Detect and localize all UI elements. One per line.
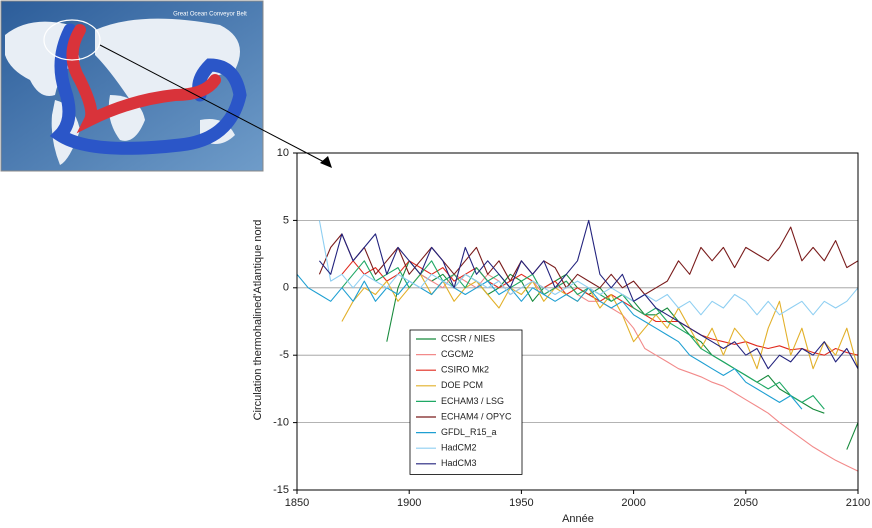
y-tick-label: 0: [283, 282, 289, 294]
legend: CCSR / NIES CGCM2 CSIRO Mk2 DOE PCM ECHAM3 /…: [409, 329, 523, 475]
x-tick-label: 1850: [285, 497, 309, 509]
y-axis-label: Circulation thermohalined'Atlantique nor…: [252, 220, 264, 421]
legend-label: CCSR / NIES: [441, 333, 495, 343]
series-line: [318, 220, 859, 316]
x-tick-label: 2100: [846, 497, 870, 509]
legend-label: GFDL_R15_a: [441, 427, 497, 437]
y-tick-label: -5: [279, 349, 289, 361]
series-line: [318, 219, 859, 370]
legend-label: ECHAM3 / LSG: [441, 396, 504, 406]
legend-label: DOE PCM: [441, 380, 483, 390]
x-tick-label: 2050: [734, 497, 758, 509]
plot-frame: [296, 152, 859, 491]
legend-label: HadCM3: [441, 458, 477, 468]
y-tick-label: -10: [273, 417, 289, 429]
series-line: [408, 273, 859, 472]
highlight-ellipse: [43, 19, 101, 61]
legend-label: CGCM2: [441, 349, 474, 359]
legend-label: HadCM2: [441, 443, 477, 453]
series-line: [341, 260, 825, 410]
legend-label: CSIRO Mk2: [441, 365, 489, 375]
series-line: [296, 273, 803, 410]
conveyor-surface: [66, 24, 221, 134]
x-tick-label: 2000: [621, 497, 645, 509]
series-line: [341, 273, 859, 370]
series-line: [318, 226, 859, 296]
x-axis-label: Année: [562, 513, 594, 525]
y-tick-label: -15: [273, 484, 289, 496]
plot-area: -15 -10 -5 0 5 10 1850 1900 1950 2000 2050 2100 CCSR…: [273, 147, 870, 509]
x-tick-label: 1950: [509, 497, 533, 509]
pointer-line: [99, 44, 327, 164]
x-tick-label: 1900: [397, 497, 421, 509]
map-inset: Great Ocean Conveyor Belt: [0, 0, 264, 172]
pointer-arrowhead: [320, 156, 332, 168]
y-tick-label: 5: [283, 214, 289, 226]
y-tick-label: 10: [277, 147, 289, 159]
map-title: Great Ocean Conveyor Belt: [173, 12, 247, 18]
conveyor-deep: [49, 23, 247, 155]
legend-label: ECHAM4 / OPYC: [441, 411, 512, 421]
